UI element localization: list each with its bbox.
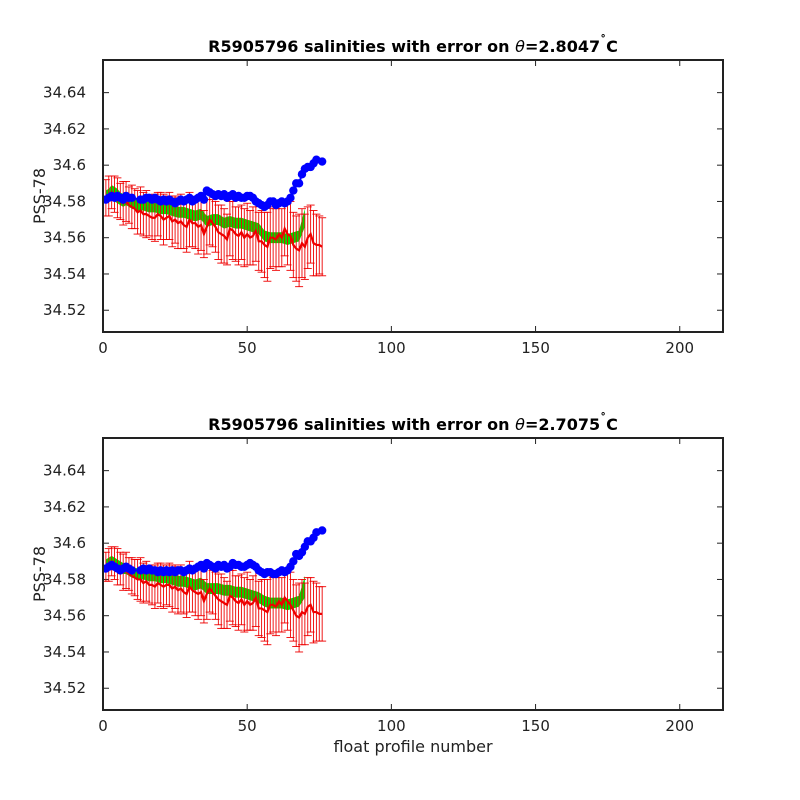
top-panel: R5905796 salinities with error on θ=2.80… [30, 33, 724, 357]
y-axis-label: PSS-78 [30, 168, 49, 224]
salinity-line [105, 559, 323, 620]
x-axis-label: float profile number [333, 737, 493, 756]
data-point [127, 193, 137, 203]
y-tick-label: 34.52 [43, 679, 86, 697]
data-point [199, 195, 209, 204]
plot-background [103, 438, 723, 710]
x-tick-label: 150 [521, 717, 550, 735]
chart-title-unit: C [606, 415, 618, 434]
data-point [289, 557, 298, 566]
y-tick-label: 34.64 [43, 84, 86, 102]
chart-title-prefix: R5905796 salinities with error on [208, 415, 515, 434]
data-point [294, 179, 304, 188]
chart-title-symbol: θ [515, 37, 525, 56]
x-tick-label: 150 [521, 339, 550, 357]
y-tick-label: 34.62 [43, 498, 86, 516]
salinity-line [105, 190, 323, 253]
chart-title-degree: ˚ [600, 33, 606, 48]
plot-area [103, 526, 327, 653]
y-tick-label: 34.64 [43, 462, 86, 480]
y-tick-label: 34.62 [43, 120, 86, 138]
x-tick-label: 100 [377, 339, 406, 357]
y-tick-label: 34.54 [43, 265, 86, 283]
y-tick-label: 34.58 [43, 192, 86, 210]
y-axis-label: PSS-78 [30, 546, 49, 602]
data-point [317, 526, 327, 535]
data-point [127, 566, 137, 575]
data-point [289, 186, 298, 195]
chart-title-value: =2.7075 [525, 415, 600, 434]
x-tick-label: 200 [665, 339, 694, 357]
y-tick-label: 34.58 [43, 570, 86, 588]
plot-frame [102, 437, 724, 711]
y-tick-label: 34.56 [43, 607, 86, 625]
chart-title-symbol: θ [515, 415, 525, 434]
x-tick-label: 200 [665, 717, 694, 735]
y-tick-label: 34.52 [43, 301, 86, 319]
plot-frame [102, 59, 724, 333]
x-tick-label: 50 [238, 717, 257, 735]
y-tick-label: 34.56 [43, 229, 86, 247]
y-tick-label: 34.6 [53, 156, 86, 174]
bottom-panel: R5905796 salinities with error on θ=2.70… [30, 411, 724, 756]
plot-area [103, 155, 327, 288]
chart-title: R5905796 salinities with error on θ=2.80… [208, 33, 618, 56]
chart-title-degree: ˚ [600, 411, 606, 426]
y-tick-label: 34.6 [53, 534, 86, 552]
x-tick-label: 100 [377, 717, 406, 735]
chart-title-unit: C [606, 37, 618, 56]
y-tick-label: 34.54 [43, 643, 86, 661]
chart-title-value: =2.8047 [525, 37, 600, 56]
x-tick-label: 0 [98, 339, 108, 357]
data-point [286, 193, 295, 203]
x-tick-label: 0 [98, 717, 108, 735]
chart-title-prefix: R5905796 salinities with error on [208, 37, 515, 56]
chart-title: R5905796 salinities with error on θ=2.70… [208, 411, 618, 434]
plot-background [103, 60, 723, 332]
data-point [317, 157, 327, 166]
x-tick-label: 50 [238, 339, 257, 357]
